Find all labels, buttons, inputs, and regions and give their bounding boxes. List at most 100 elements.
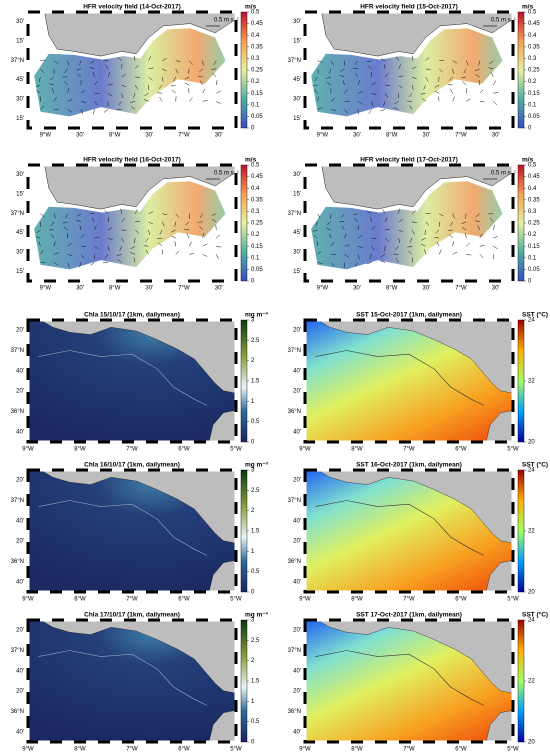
current-arrow [94, 246, 99, 250]
current-arrow [341, 225, 345, 231]
current-arrow [216, 101, 221, 104]
lat-label: 20' [16, 478, 24, 484]
lat-label: 20' [293, 628, 301, 634]
current-arrow [367, 65, 372, 70]
current-arrow [383, 63, 386, 69]
map-panel: HFR velocity field (14-Oct-2017) 0.5 m s⁻… [11, 4, 264, 139]
current-arrow [175, 213, 180, 218]
colorbar-tick-label: 0.25 [251, 68, 263, 74]
current-arrow [121, 84, 127, 88]
panel-title: SST 17-Oct-2017 (1km, dailymean) [356, 612, 462, 619]
current-arrow [412, 76, 417, 80]
current-arrow [398, 219, 404, 223]
map-frame-dash [26, 10, 238, 130]
colorbar-tick-label: 0.05 [528, 114, 540, 120]
lon-label: 30' [492, 133, 500, 139]
current-arrow [317, 251, 322, 255]
lon-label: 7°W [178, 133, 190, 139]
current-arrow [62, 221, 68, 224]
current-arrow [493, 245, 498, 249]
current-arrow [158, 242, 163, 247]
current-arrow [197, 75, 203, 78]
current-arrow [174, 241, 176, 247]
lon-label: 8°W [109, 133, 121, 139]
current-arrow [474, 220, 480, 223]
current-arrow [91, 217, 95, 222]
current-arrow [133, 93, 136, 98]
current-arrow [357, 254, 360, 260]
map-panel: HFR velocity field (16-Oct-2017) 0.5 m s⁻… [11, 157, 264, 292]
land [316, 619, 514, 694]
lon-label: 8°W [351, 597, 363, 603]
current-arrow [171, 89, 176, 94]
current-arrow [492, 225, 495, 231]
current-arrow [63, 226, 68, 231]
current-arrow [439, 59, 445, 61]
current-arrow [216, 245, 222, 248]
lon-label: 5°W [230, 597, 242, 603]
current-arrow [424, 229, 426, 235]
current-arrow [162, 213, 168, 215]
current-arrow [189, 60, 193, 65]
colorbar-unit: mg m⁻³ [245, 612, 269, 619]
lat-label: 40' [16, 368, 24, 374]
current-arrow [478, 60, 480, 66]
current-arrow [493, 235, 498, 239]
hfr-coverage [34, 181, 226, 270]
colorbar-tick-label: 0.05 [251, 114, 263, 120]
current-arrow [171, 235, 176, 239]
isobath [38, 650, 208, 706]
lon-label: 9°W [22, 747, 34, 753]
map-frame-dash [303, 618, 515, 744]
current-arrow [448, 76, 453, 81]
lat-label: 40' [16, 668, 24, 674]
colorbar-tick-label: 1.5 [251, 679, 260, 685]
lat-label: 37°N [288, 648, 301, 654]
colorbar-tick-label: 2 [251, 508, 255, 514]
current-arrow [330, 60, 335, 66]
colorbar-tick-label: 0 [251, 126, 255, 132]
lon-label: 9°W [317, 133, 329, 139]
current-arrow [421, 243, 426, 247]
current-arrow [434, 84, 440, 88]
current-arrow [447, 84, 453, 86]
current-arrow [371, 82, 376, 86]
current-arrow [35, 84, 41, 88]
current-arrow [411, 85, 414, 91]
current-arrow [145, 249, 149, 255]
colorbar-tick-label: 0.15 [528, 91, 540, 97]
current-arrow [159, 229, 163, 235]
colorbar-tick-label: 0.45 [528, 174, 540, 180]
lat-label: 45' [16, 230, 24, 236]
panel-title: HFR velocity field (15-Oct-2017) [360, 4, 458, 11]
lon-label: 30' [353, 286, 361, 292]
map-frame-dash [303, 10, 515, 130]
current-arrow [398, 75, 404, 78]
map-frame-dash [26, 618, 238, 744]
current-arrow [92, 109, 95, 115]
colorbar-tick-label: 0.4 [528, 186, 537, 192]
lon-label: 5°W [230, 447, 242, 453]
current-arrow [408, 93, 413, 98]
current-arrow [184, 228, 190, 231]
current-arrow [216, 234, 221, 239]
current-arrow [105, 64, 109, 69]
current-arrow [198, 68, 203, 73]
current-arrow [330, 242, 335, 247]
current-arrow [94, 101, 98, 106]
lat-label: 45' [16, 77, 24, 83]
current-arrow [161, 249, 163, 255]
current-arrow [202, 60, 204, 66]
current-arrow [50, 221, 55, 226]
panel-title: SST 15-Oct-2017 (1km, dailymean) [356, 312, 462, 319]
current-arrow [411, 210, 416, 214]
colorbar-tick-label: 3 [251, 318, 255, 324]
lat-label: 36°N [288, 709, 301, 715]
colorbar-tick-label: 0.15 [528, 244, 540, 250]
scale-label: 0.5 m s⁻¹ [214, 18, 239, 24]
land [44, 11, 237, 57]
lon-label: 7°W [455, 286, 467, 292]
current-arrow [366, 262, 372, 265]
current-arrow [407, 245, 413, 248]
current-arrow [317, 96, 319, 102]
